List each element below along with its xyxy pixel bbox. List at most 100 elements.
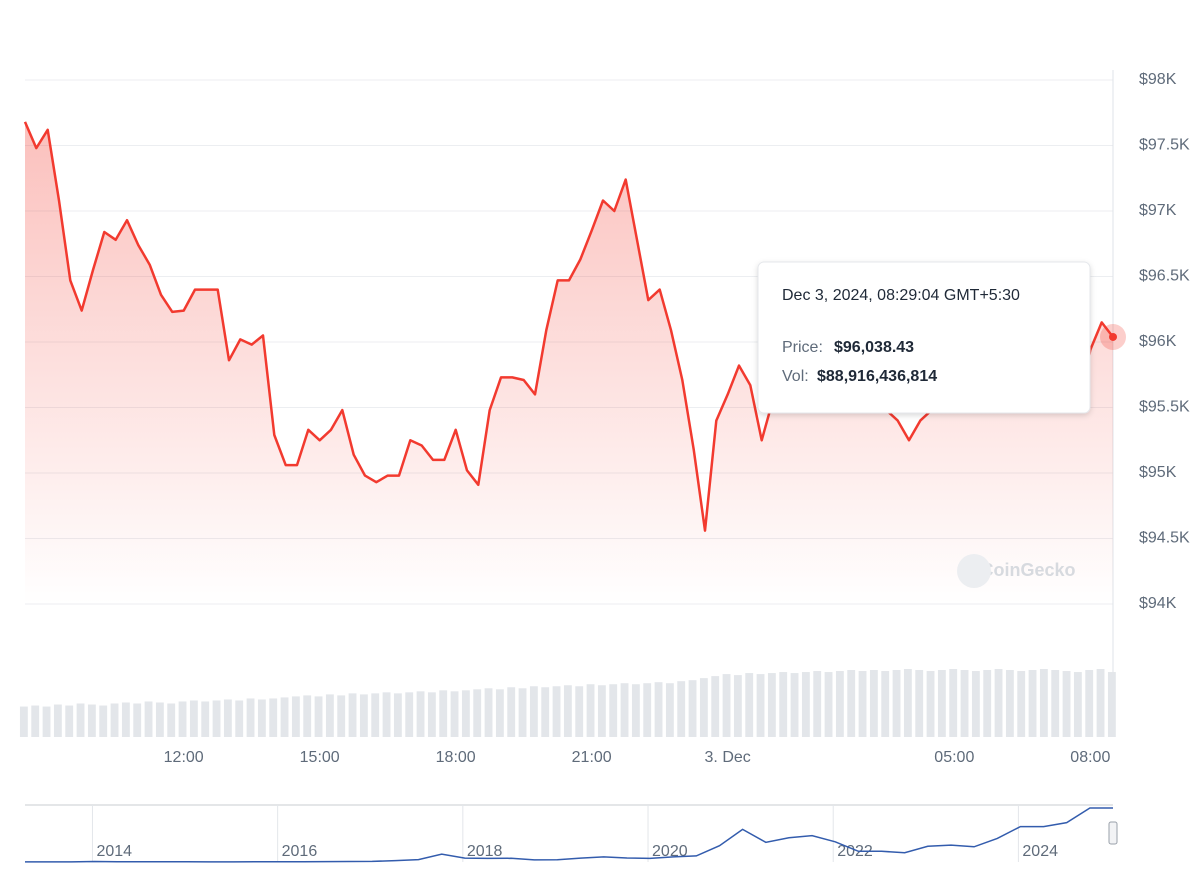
volume-bar [337, 695, 346, 737]
volume-bar [881, 671, 890, 737]
volume-bar [869, 670, 878, 737]
volume-bar [620, 683, 629, 737]
volume-bar [416, 691, 425, 737]
volume-bar [813, 671, 822, 737]
hover-dot [1109, 332, 1117, 341]
tooltip-vol-label: Vol: [782, 368, 809, 385]
volume-bar [1005, 670, 1014, 737]
navigator-label: 2014 [96, 843, 132, 860]
volume-bar [178, 701, 187, 737]
volume-bar [461, 690, 470, 737]
volume-bar [926, 671, 935, 737]
volume-bar [699, 678, 708, 737]
volume-bar [246, 698, 255, 737]
volume-bar [65, 705, 74, 737]
x-tick-label: 21:00 [572, 749, 612, 766]
volume-bar [790, 673, 799, 737]
volume-bar [949, 669, 958, 737]
volume-bar [110, 703, 119, 737]
tooltip-date: Dec 3, 2024, 08:29:04 GMT+5:30 [782, 287, 1020, 304]
volume-bar [756, 674, 765, 737]
tooltip-price: $96,038.43 [834, 339, 914, 356]
volume-bar [450, 691, 459, 737]
volume-bar [439, 690, 448, 737]
navigator-label: 2018 [467, 843, 503, 860]
volume-bar [42, 706, 51, 737]
volume-bar [824, 672, 833, 737]
volume-bar [994, 669, 1003, 737]
volume-bar [745, 673, 754, 737]
y-tick-label: $98K [1139, 71, 1177, 88]
x-tick-label: 08:00 [1070, 749, 1110, 766]
volume-bar [189, 700, 198, 737]
watermark: CoinGecko [980, 560, 1075, 580]
volume-bar [1096, 669, 1105, 737]
volume-bar [688, 680, 697, 737]
volume-bar [121, 702, 130, 737]
volume-bar [586, 684, 595, 737]
volume-bar [314, 696, 323, 737]
tooltip-price-label: Price: [782, 339, 823, 356]
volume-bar [518, 688, 527, 737]
volume-bar [858, 671, 867, 737]
volume-bar [212, 700, 221, 737]
navigator-handle [1108, 821, 1118, 845]
volume-bar [643, 683, 652, 737]
x-tick-label: 05:00 [934, 749, 974, 766]
volume-bar [541, 687, 550, 737]
volume-bar [1017, 671, 1026, 737]
volume-bar [1107, 672, 1116, 737]
y-tick-label: $96.5K [1139, 268, 1190, 285]
volume-bar [269, 698, 278, 737]
volume-bar [325, 694, 334, 737]
volume-bar [563, 685, 572, 737]
volume-bar [303, 695, 312, 737]
volume-bar [144, 701, 153, 737]
volume-bar [609, 684, 618, 737]
volume-bar [484, 688, 493, 737]
navigator-label: 2024 [1022, 843, 1058, 860]
x-tick-label: 3. Dec [705, 749, 751, 766]
watermark-logo [957, 554, 991, 588]
x-tick-label: 12:00 [164, 749, 204, 766]
volume-bar [405, 692, 414, 737]
volume-bar [167, 703, 176, 737]
volume-bar [87, 704, 96, 737]
volume-bar [937, 670, 946, 737]
tooltip: Dec 3, 2024, 08:29:04 GMT+5:30 Price: $9… [757, 261, 1091, 414]
volume-bar [133, 703, 142, 737]
x-tick-label: 15:00 [300, 749, 340, 766]
volume-bar [1039, 669, 1048, 737]
volume-bar [76, 703, 85, 737]
navigator-label: 2022 [837, 843, 873, 860]
volume-bar [201, 701, 210, 737]
volume-bar [960, 670, 969, 737]
volume-bar [1028, 670, 1037, 737]
volume-bar [835, 671, 844, 737]
y-tick-label: $97K [1139, 202, 1177, 219]
volume-bar [155, 702, 164, 737]
volume-bar [280, 697, 289, 737]
volume-bar [359, 694, 368, 737]
volume-bar [19, 706, 28, 737]
volume-bar [235, 700, 244, 737]
volume-bar [892, 670, 901, 737]
volume-bar [257, 699, 266, 737]
volume-bar [575, 686, 584, 737]
volume-bar [529, 686, 538, 737]
y-tick-label: $95.5K [1139, 399, 1190, 416]
volume-bar [631, 684, 640, 737]
volume-bar [722, 674, 731, 737]
volume-bar [1051, 670, 1060, 737]
y-tick-label: $94.5K [1139, 530, 1190, 547]
volume-bar [677, 681, 686, 737]
volume-bar [767, 673, 776, 737]
volume-bar [393, 693, 402, 737]
tooltip-box [757, 261, 1091, 414]
volume-bar [348, 693, 357, 737]
volume-bar [1073, 672, 1082, 737]
navigator-line [25, 807, 1113, 863]
volume-bar [223, 699, 232, 737]
volume-bar [903, 669, 912, 737]
volume-bar [847, 670, 856, 737]
